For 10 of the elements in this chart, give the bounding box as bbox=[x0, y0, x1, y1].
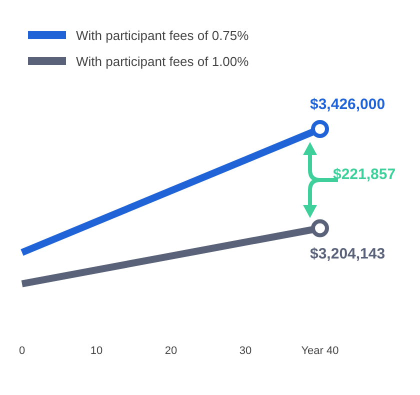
x-tick-label: 20 bbox=[164, 344, 178, 357]
x-tick-label: 0 bbox=[18, 344, 26, 357]
x-tick-label: 30 bbox=[239, 344, 252, 357]
x-tick-label: Year 40 bbox=[301, 344, 339, 357]
x-tick-label: 10 bbox=[90, 344, 103, 357]
text: $221,857 bbox=[333, 166, 396, 183]
legend-label: With participant fees of 0.75% bbox=[76, 28, 249, 42]
legend-label: With participant fees of 1.00% bbox=[76, 54, 249, 68]
data-label: $3,426,000 bbox=[310, 96, 386, 113]
data-label: $3,204,143 bbox=[310, 245, 386, 262]
